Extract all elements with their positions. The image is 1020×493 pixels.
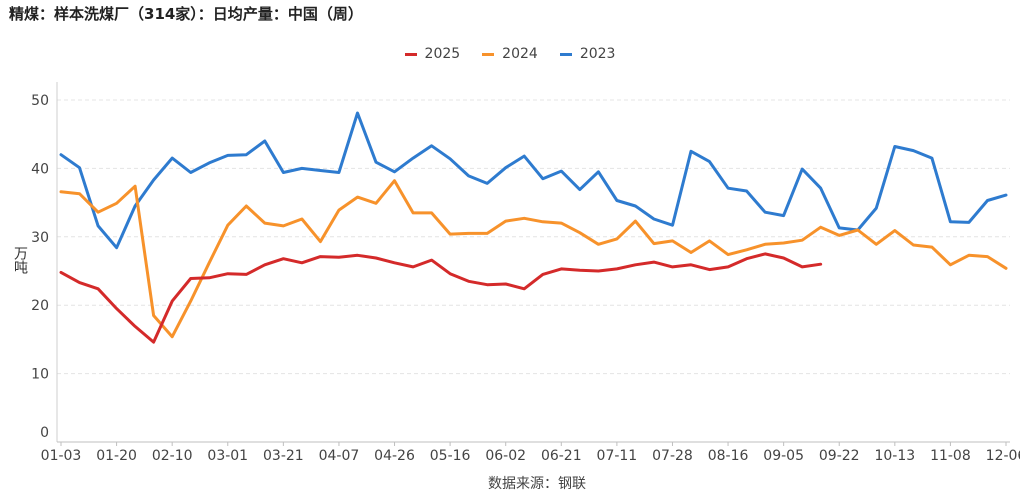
y-tick-label-50: 50 (31, 93, 49, 109)
series-line-2023 (59, 111, 1008, 250)
legend-item-2024[interactable]: 2024 (482, 46, 538, 62)
legend-item-2023[interactable]: 2023 (559, 46, 616, 62)
x-tick-label-09-22: 09-22 (819, 448, 860, 464)
source-note: 数据来源：钢联 (488, 476, 586, 492)
x-tick-label-06-02: 06-02 (485, 448, 526, 464)
x-tick-label-01-03: 01-03 (41, 448, 82, 464)
x-tick-label-03-01: 03-01 (207, 448, 248, 464)
x-tick-label-01-20: 01-20 (96, 448, 137, 464)
legend-swatch-2024 (482, 52, 495, 56)
x-tick-label-09-05: 09-05 (763, 448, 804, 464)
y-tick-label-20: 20 (31, 298, 49, 314)
y-tick-label-40: 40 (31, 161, 49, 177)
legend-swatch-2023 (559, 52, 572, 56)
x-tick-label-04-07: 04-07 (319, 448, 360, 464)
x-tick-label-05-16: 05-16 (430, 448, 471, 464)
y-tick-label-0: 0 (40, 425, 49, 441)
x-tick-label-03-21: 03-21 (263, 448, 304, 464)
x-tick-label-04-26: 04-26 (374, 448, 415, 464)
x-tick-label-08-16: 08-16 (708, 448, 749, 464)
legend-label-2025: 2025 (424, 46, 461, 62)
x-tick-label-12-06: 12-06 (986, 448, 1020, 464)
legend-label-2024: 2024 (502, 46, 538, 62)
legend: 2025 2024 2023 (0, 46, 1020, 62)
x-tick-label-02-10: 02-10 (152, 448, 193, 464)
series-line-2024 (59, 179, 1008, 339)
y-axis-label: 万吨 (12, 246, 28, 274)
x-tick-label-07-28: 07-28 (652, 448, 693, 464)
y-tick-label-10: 10 (31, 367, 49, 383)
legend-item-2025[interactable]: 2025 (404, 46, 461, 62)
series-line-2025 (59, 252, 823, 344)
chart-title: 精煤：样本洗煤厂（314家）：日均产量：中国（周） (9, 5, 363, 23)
x-tick-label-07-11: 07-11 (597, 448, 638, 464)
legend-label-2023: 2023 (579, 46, 616, 62)
legend-swatch-2025 (404, 52, 417, 56)
x-tick-label-06-21: 06-21 (541, 448, 582, 464)
x-tick-label-10-13: 10-13 (874, 448, 915, 464)
x-tick-label-11-08: 11-08 (930, 448, 971, 464)
y-tick-label-30: 30 (31, 230, 49, 246)
